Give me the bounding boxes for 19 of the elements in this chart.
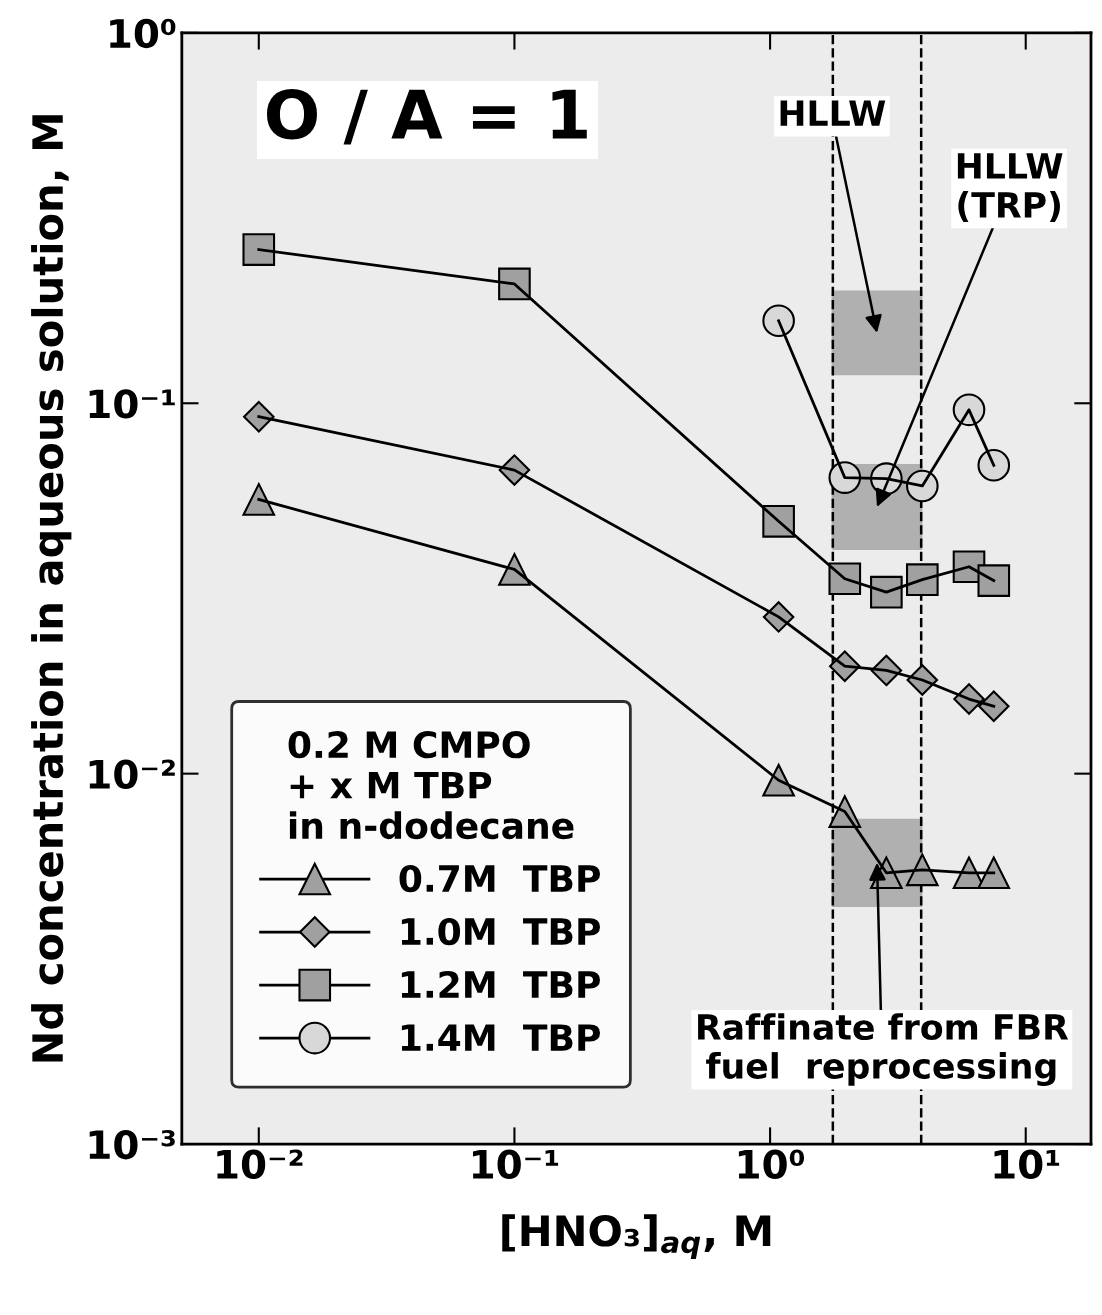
x-tick-label: 10⁰ <box>738 1149 805 1180</box>
legend-label: 0.7M TBP <box>399 864 601 893</box>
annotation: O / A = 1 <box>266 88 587 145</box>
y-axis-title: Nd concentration in aqueous solution, M <box>31 115 72 1062</box>
y-tick-label: 10⁰ <box>110 18 176 49</box>
band-label: HLLW (TRP) <box>957 153 1063 223</box>
y-tick-label: 10⁻¹ <box>89 389 175 419</box>
x-tick-label: 10⁻² <box>217 1149 303 1180</box>
legend-label: 1.0M TBP <box>401 917 601 946</box>
x-tick-label: 10⁻¹ <box>472 1149 559 1180</box>
legend-title: 0.2 M CMPO + x M TBP in n-dodecane <box>288 731 574 840</box>
y-tick-label: 10⁻² <box>89 759 175 789</box>
y-tick-label: 10⁻³ <box>89 1129 175 1160</box>
legend-label: 1.4M TBP <box>401 1024 601 1051</box>
x-tick-label: 10¹ <box>994 1149 1060 1180</box>
x-axis-title: [HNO₃]$_{aq}$, M <box>502 1214 771 1259</box>
band-label: Raffinate from FBR fuel reprocessing <box>698 1013 1069 1086</box>
legend-label: 1.2M TBP <box>401 970 601 998</box>
band-label: HLLW <box>780 100 886 126</box>
